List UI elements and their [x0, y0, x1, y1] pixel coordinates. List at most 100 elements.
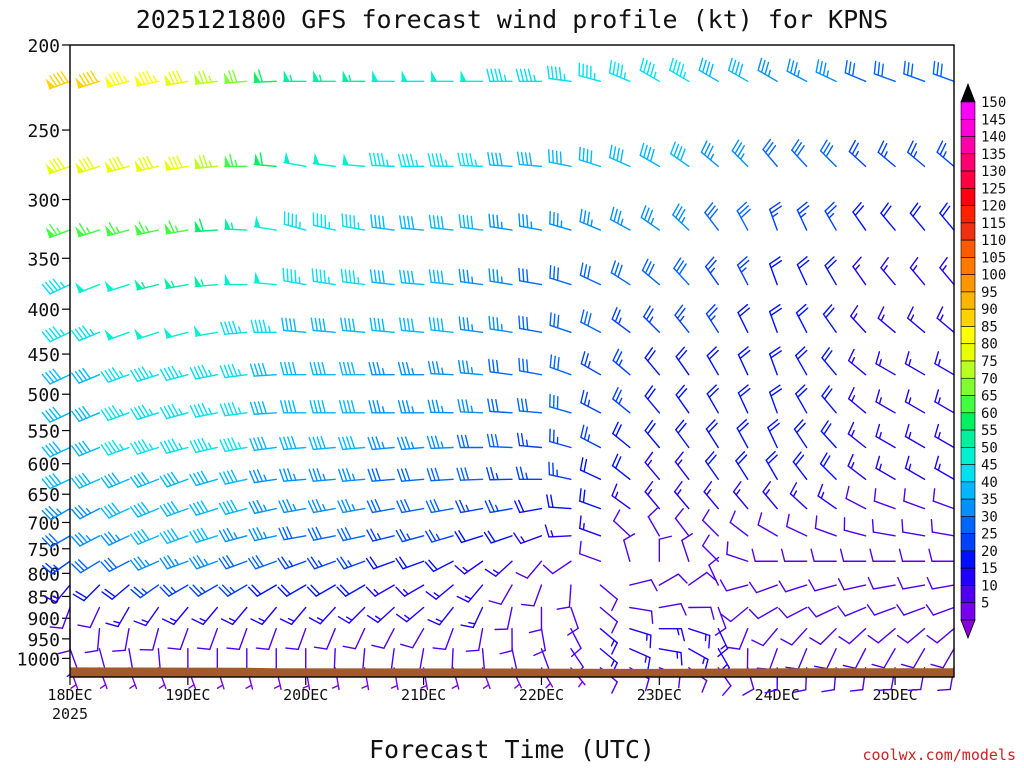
barb-full-flag: [483, 531, 492, 544]
wind-barb: [549, 428, 572, 449]
barb-half-flag: [851, 356, 856, 364]
wind-barb: [341, 70, 366, 83]
barb-full-flag: [768, 422, 780, 432]
barb-full-flag: [71, 330, 80, 342]
barb-half-flag: [468, 621, 476, 625]
wind-barb: [815, 59, 837, 83]
barb-full-flag: [163, 474, 172, 487]
barb-half-flag: [676, 489, 682, 496]
wind-barb: [133, 606, 160, 627]
barb-full-flag: [726, 541, 729, 556]
wind-barb: [643, 305, 661, 333]
barb-half-flag: [578, 680, 584, 688]
barb-full-flag: [496, 317, 499, 331]
barb-full-flag: [170, 528, 180, 540]
barb-full-flag: [527, 68, 533, 83]
barb-half-flag: [410, 441, 415, 450]
barb-full-flag: [57, 649, 71, 655]
barb-full-flag: [932, 60, 936, 75]
colorbar-swatch-105: [960, 257, 976, 275]
barb-full-flag: [256, 499, 264, 513]
barb-half-flag: [852, 313, 858, 320]
barb-full-flag: [465, 360, 470, 375]
wind-barb: [100, 502, 130, 519]
colorbar-label-40: 40: [981, 475, 998, 491]
barb-full-flag: [342, 400, 348, 414]
barb-full-flag: [198, 218, 205, 232]
wind-barb: [751, 548, 778, 562]
barb-full-flag: [188, 586, 199, 597]
wind-barb: [934, 351, 955, 376]
wind-barb: [748, 581, 778, 594]
wind-barb: [807, 606, 837, 618]
wind-barb: [189, 500, 219, 516]
credit-text: coolwx.com/models: [862, 746, 1016, 764]
barb-staff: [551, 560, 572, 575]
barb-full-flag: [137, 405, 146, 418]
wind-barb: [247, 555, 277, 570]
barb-full-flag: [201, 437, 209, 451]
barb-full-flag: [496, 214, 499, 229]
barb-full-flag: [823, 350, 833, 362]
barb-full-flag: [851, 63, 856, 77]
barb-full-flag: [518, 213, 521, 227]
barb-half-flag: [444, 159, 448, 167]
barb-full-flag: [338, 468, 344, 482]
barb-full-flag: [435, 399, 440, 414]
barb-full-flag: [455, 500, 462, 514]
barb-full-flag: [495, 399, 499, 413]
wind-barb: [737, 303, 750, 333]
wind-barb: [579, 208, 602, 231]
barb-full-flag: [45, 476, 55, 488]
barb-full-flag: [796, 422, 806, 434]
wind-barb: [580, 389, 602, 414]
barb-full-flag: [159, 441, 168, 454]
barb-half-flag: [373, 588, 380, 595]
wind-barb: [77, 606, 101, 629]
wind-barb: [41, 326, 71, 343]
barb-full-flag: [371, 468, 377, 482]
wind-barb: [159, 403, 189, 420]
wind-barb: [397, 400, 425, 414]
wind-barb: [516, 151, 543, 168]
barb-full-flag: [611, 681, 618, 694]
wind-barb: [599, 584, 618, 612]
barb-half-flag: [494, 504, 499, 512]
wind-barb: [426, 435, 454, 450]
barb-full-flag: [111, 367, 121, 379]
barb-full-flag: [649, 63, 655, 78]
barb-full-flag: [256, 527, 264, 540]
wind-barb: [580, 424, 602, 449]
barb-staff: [757, 606, 778, 620]
barb-half-flag: [767, 69, 771, 78]
wind-barb: [726, 627, 749, 650]
wind-barb: [731, 139, 749, 168]
barb-staff: [738, 627, 749, 650]
barb-full-flag: [315, 526, 323, 540]
barb-full-flag: [519, 466, 525, 480]
barb-full-flag: [731, 59, 737, 74]
barb-full-flag: [200, 500, 209, 513]
colorbar-label-5: 5: [981, 596, 989, 612]
wind-barb: [283, 70, 307, 83]
barb-full-flag: [167, 555, 176, 567]
barb-half-flag: [614, 491, 619, 499]
x-tick-label-25DEC: 25DEC: [872, 686, 917, 704]
barb-full-flag: [580, 351, 586, 365]
barb-full-flag: [644, 347, 654, 359]
wind-barb: [342, 153, 366, 168]
barb-half-flag: [676, 627, 680, 636]
y-tick-label-300: 300: [27, 191, 60, 212]
wind-barb: [844, 59, 867, 83]
barb-half-flag: [617, 317, 622, 325]
barb-staff: [658, 573, 680, 586]
wind-barb: [579, 457, 602, 480]
wind-barb: [278, 499, 307, 514]
barb-full-flag: [526, 214, 529, 229]
barb-full-flag: [610, 260, 616, 274]
barb-full-flag: [906, 140, 914, 153]
barb-pennant: [134, 279, 143, 290]
barb-full-flag: [553, 313, 556, 328]
barb-full-flag: [705, 419, 716, 430]
barb-full-flag: [137, 440, 146, 453]
